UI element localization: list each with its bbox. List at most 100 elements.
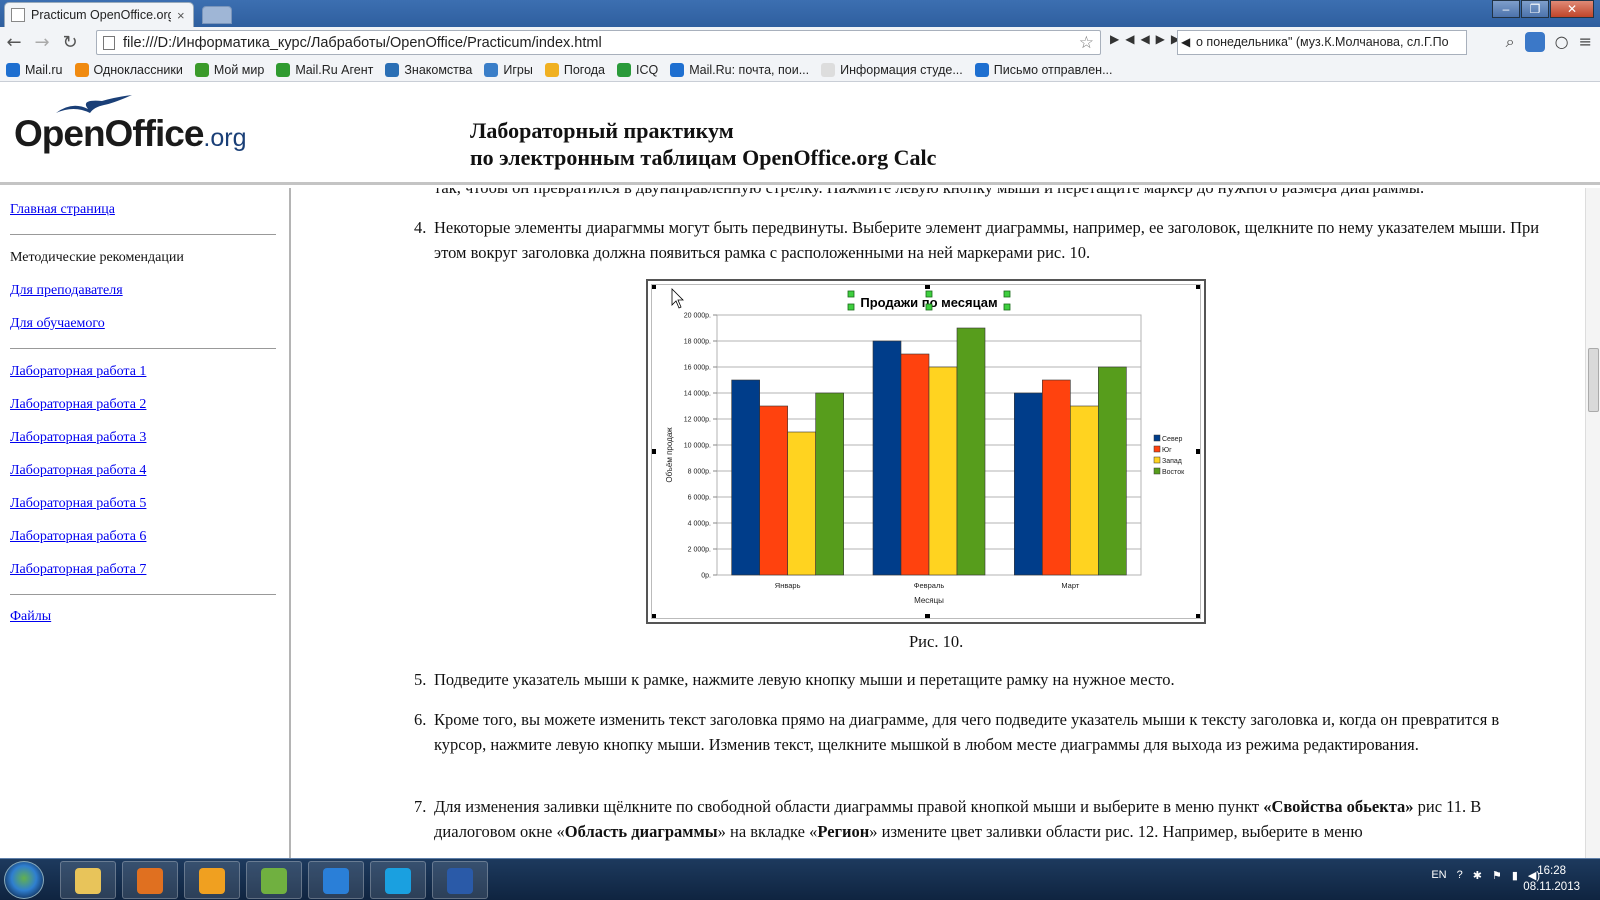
- browser-tab[interactable]: Practicum OpenOffice.org ×: [4, 2, 194, 27]
- bar: [872, 340, 902, 576]
- bookmark-star-icon[interactable]: ☆: [1078, 32, 1094, 53]
- text-run: » на вкладке «: [717, 821, 818, 841]
- taskbar-app-button[interactable]: [370, 861, 426, 899]
- address-bar[interactable]: file:///D:/Информатика_курс/Лабработы/Op…: [96, 30, 1101, 55]
- bookmark-icon: [974, 62, 989, 77]
- bookmark-item[interactable]: Информация студе...: [821, 62, 963, 77]
- tab-close-icon[interactable]: ×: [177, 7, 185, 23]
- vertical-scrollbar[interactable]: [1585, 188, 1600, 858]
- sidebar-link-lab-3[interactable]: Лабораторная работа 3: [10, 430, 147, 445]
- speaker-icon[interactable]: ◀: [1181, 35, 1191, 49]
- logo-suffix: .org: [203, 124, 247, 152]
- bookmark-icon: [74, 62, 89, 77]
- close-window-button[interactable]: ✕: [1550, 0, 1594, 18]
- search-icon[interactable]: ⌕: [1505, 32, 1515, 51]
- forward-arrow-icon[interactable]: →: [34, 32, 50, 53]
- bookmark-item[interactable]: Письмо отправлен...: [974, 62, 1113, 77]
- taskbar-app-button[interactable]: [246, 861, 302, 899]
- bookmark-label: Знакомства: [404, 62, 473, 77]
- volume-icon[interactable]: ◀): [1527, 870, 1540, 882]
- bar: [928, 366, 958, 576]
- list-number: 5.: [414, 670, 427, 689]
- paragraph-partial: так, чтобы он превратился в двунаправлен…: [434, 188, 1424, 198]
- network-icon[interactable]: ▮: [1511, 870, 1518, 882]
- start-button[interactable]: [4, 861, 44, 899]
- chart-figure[interactable]: 0р. 2 000р. 4 000р. 6 000р. 8 000р. 10 000р. 1…: [646, 279, 1206, 624]
- taskbar-app-button[interactable]: [308, 861, 364, 899]
- taskbar-app-button[interactable]: [122, 861, 178, 899]
- bookmark-item[interactable]: Мой мир: [194, 62, 264, 77]
- sidebar-link-teacher[interactable]: Для преподавателя: [10, 283, 123, 298]
- sidebar-link-lab-6[interactable]: Лабораторная работа 6: [10, 529, 147, 544]
- taskbar-app-button[interactable]: [432, 861, 488, 899]
- bookmark-item[interactable]: Mail.Ru: почта, пои...: [670, 62, 809, 77]
- bookmark-icon: [6, 62, 20, 77]
- sidebar-link-lab-5[interactable]: Лабораторная работа 5: [10, 496, 147, 511]
- sidebar-link-files[interactable]: Файлы: [10, 609, 52, 624]
- bookmark-item[interactable]: Mail.ru: [6, 62, 63, 77]
- bookmark-label: Игры: [503, 62, 533, 77]
- bookmark-item[interactable]: Погода: [544, 62, 605, 77]
- sidebar-link-lab-2[interactable]: Лабораторная работа 2: [10, 397, 147, 412]
- frame-handle: [925, 614, 930, 619]
- url-text[interactable]: file:///D:/Информатика_курс/Лабработы/Op…: [123, 34, 602, 51]
- sidebar-link-lab-4[interactable]: Лабораторная работа 4: [10, 463, 147, 478]
- chart-area[interactable]: 0р. 2 000р. 4 000р. 6 000р. 8 000р. 10 000р. 1…: [651, 284, 1201, 619]
- y-tick-label: 10 000р.: [684, 443, 711, 450]
- help-icon[interactable]: ?: [1456, 869, 1463, 881]
- taskbar-app-button[interactable]: [184, 861, 240, 899]
- reload-icon[interactable]: ↻: [62, 32, 78, 53]
- figure-caption: Рис. 10.: [909, 632, 964, 651]
- bar-chart[interactable]: 0р. 2 000р. 4 000р. 6 000р. 8 000р. 10 000р. 1…: [651, 284, 1201, 619]
- scrollbar-thumb[interactable]: [1588, 348, 1599, 412]
- bookmark-item[interactable]: Одноклассники: [74, 62, 183, 77]
- clock[interactable]: 16:28 08.11.2013: [1523, 863, 1580, 895]
- page-menu-icon[interactable]: ○: [1554, 32, 1569, 51]
- bar: [1070, 405, 1099, 576]
- list-text: Подведите указатель мыши к рамке, нажмит…: [434, 670, 1175, 689]
- bookmark-icon: [544, 62, 559, 77]
- x-tick-label: Февраль: [914, 581, 945, 590]
- wrench-menu-icon[interactable]: ≡: [1578, 32, 1592, 51]
- text-run: » измените цвет заливки области рис. 12.…: [869, 821, 1363, 841]
- bluetooth-icon[interactable]: ✱: [1472, 870, 1482, 882]
- bookmark-label: Информация студе...: [840, 62, 963, 77]
- bar: [731, 379, 760, 576]
- text-run: Для изменения заливки щёлкните по свобод…: [434, 797, 1264, 816]
- language-indicator[interactable]: EN: [1431, 869, 1447, 881]
- radio-track-text: о понедельника" (муз.К.Молчанова, сл.Г.П…: [1196, 35, 1449, 49]
- back-arrow-icon[interactable]: ←: [6, 32, 22, 53]
- bookmark-label: Одноклассники: [93, 62, 183, 77]
- minimize-button[interactable]: –: [1492, 0, 1520, 18]
- divider: [10, 348, 276, 349]
- radio-player-field[interactable]: ◀ о понедельника" (муз.К.Молчанова, сл.Г…: [1177, 30, 1467, 55]
- text-run: рис 11. В диалоговом окне «: [434, 797, 1482, 841]
- logo-text: OpenOffice: [14, 113, 204, 154]
- sidebar-link-home[interactable]: Главная страница: [10, 202, 115, 217]
- sidebar-link-lab-1[interactable]: Лабораторная работа 1: [10, 364, 147, 379]
- new-tab-button[interactable]: [202, 6, 232, 24]
- bookmark-item[interactable]: Mail.Ru Агент: [276, 62, 373, 77]
- bookmark-item[interactable]: Игры: [484, 62, 533, 77]
- sidebar-link-student[interactable]: Для обучаемого: [10, 316, 105, 331]
- y-tick-label: 18 000р.: [684, 339, 711, 346]
- clock-time: 16:28: [1537, 865, 1567, 877]
- list-text: Кроме того, вы можете изменить текст заг…: [434, 710, 1500, 754]
- flag-icon[interactable]: ⚑: [1491, 870, 1502, 882]
- selection-handle: [925, 290, 933, 298]
- y-tick-label: 16 000р.: [684, 365, 711, 372]
- maximize-button[interactable]: ❐: [1521, 0, 1549, 18]
- bookmark-item[interactable]: Знакомства: [385, 62, 473, 77]
- taskbar-app-button[interactable]: [60, 861, 116, 899]
- bookmark-label: Письмо отправлен...: [993, 62, 1113, 77]
- extension-icon[interactable]: [1524, 32, 1545, 52]
- sidebar-link-lab-7[interactable]: Лабораторная работа 7: [10, 562, 147, 577]
- y-tick-label: 12 000р.: [684, 417, 711, 424]
- bookmark-item[interactable]: ICQ: [617, 62, 658, 77]
- bookmark-icon: [617, 62, 631, 77]
- bookmark-icon: [276, 62, 291, 77]
- media-controls[interactable]: ▶◀◀▶▶: [1110, 32, 1187, 46]
- text-bold: «Свойства обьекта»: [1263, 797, 1414, 816]
- chart-title: Продажи по месяцам: [860, 295, 997, 310]
- bar: [956, 327, 986, 576]
